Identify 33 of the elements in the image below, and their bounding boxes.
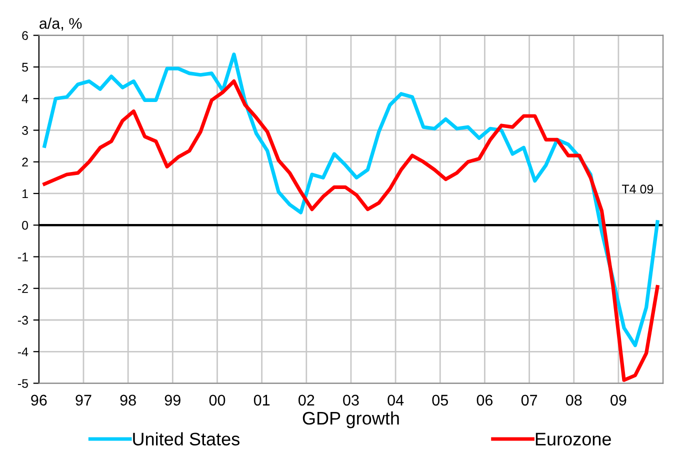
x-tick-label: 05	[432, 394, 448, 406]
x-tick-label: 03	[343, 394, 359, 406]
x-tick-label: 01	[254, 394, 270, 406]
x-tick-label: 99	[164, 394, 180, 406]
y-tick-label: 6	[22, 31, 28, 40]
line-series	[42, 79, 660, 382]
legend-label: United States	[133, 432, 240, 446]
y-tick-label: -4	[18, 348, 28, 356]
y-tick-label: -1	[18, 252, 28, 262]
x-tick-label: 04	[388, 394, 404, 406]
x-tick-label: 97	[76, 394, 92, 406]
x-tick-label: 09	[610, 394, 626, 406]
annotation: T4 09	[622, 184, 654, 194]
y-tick-label: 3	[22, 126, 28, 135]
x-tick-label: 02	[298, 394, 314, 406]
y-tick-label: 1	[22, 189, 28, 198]
y-tick-label: 2	[22, 158, 28, 166]
y-tick-label: -5	[18, 379, 28, 388]
x-axis-title: GDP growth	[302, 411, 399, 428]
y-tick-label: 4	[22, 94, 28, 104]
line-series	[42, 52, 660, 348]
x-tick-label: 06	[476, 394, 493, 406]
y-tick-label: 5	[22, 62, 28, 72]
x-tick-label: 96	[31, 394, 47, 406]
x-tick-label: 07	[521, 394, 538, 406]
y-tick-label: -2	[18, 284, 28, 293]
y-axis-title: a/a, %	[40, 18, 82, 31]
x-tick-label: 08	[566, 394, 582, 406]
legend-label: Eurozone	[536, 432, 611, 446]
x-tick-label: 00	[209, 394, 226, 406]
y-tick-label: -3	[18, 316, 28, 325]
y-tick-label: 0	[22, 220, 28, 230]
x-tick-label: 98	[120, 394, 136, 406]
